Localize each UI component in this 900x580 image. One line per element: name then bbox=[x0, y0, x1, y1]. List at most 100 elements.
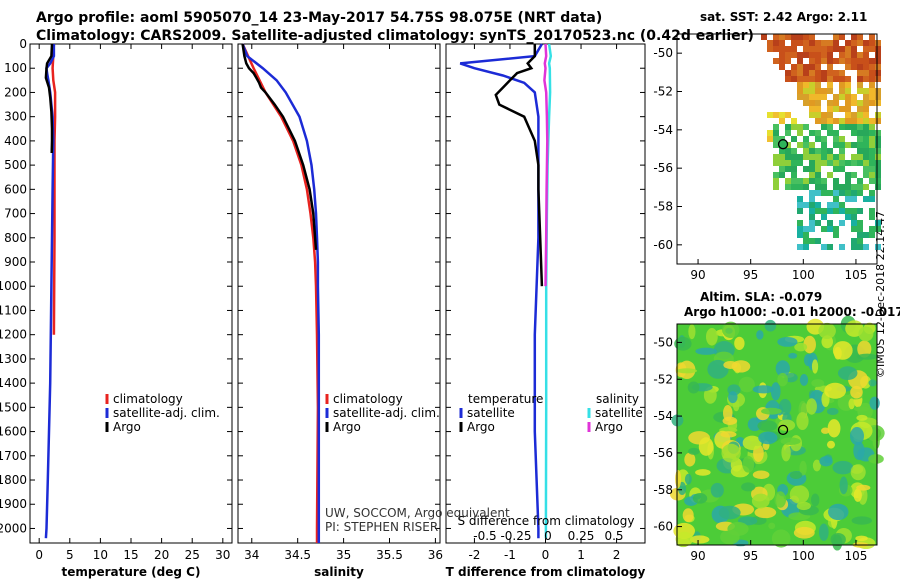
sst-cell bbox=[815, 52, 821, 58]
sst-cell bbox=[785, 112, 791, 118]
sla-blob bbox=[761, 407, 782, 415]
series-line-salinity-argo bbox=[543, 43, 549, 287]
sst-cell bbox=[827, 226, 833, 232]
sst-cell bbox=[809, 76, 815, 82]
sla-blob bbox=[674, 336, 692, 351]
sst-cell bbox=[791, 154, 797, 160]
sst-cell bbox=[785, 178, 791, 184]
sla-blob bbox=[752, 385, 775, 394]
sst-cell bbox=[827, 160, 833, 166]
sst-cell bbox=[809, 112, 815, 118]
sst-cell bbox=[857, 82, 863, 88]
sst-cell bbox=[875, 94, 881, 100]
sla-blob bbox=[830, 532, 846, 547]
x-tick-label: 34.5 bbox=[284, 548, 311, 562]
y-tick-label: 200 bbox=[4, 85, 27, 99]
sst-cell bbox=[785, 184, 791, 190]
sst-cell bbox=[833, 70, 839, 76]
sst-cell bbox=[809, 148, 815, 154]
sst-cell bbox=[827, 244, 833, 250]
map-y-tick-label: -56 bbox=[653, 446, 673, 460]
sst-cell bbox=[869, 94, 875, 100]
sst-cell bbox=[797, 76, 803, 82]
sst-cell bbox=[869, 76, 875, 82]
sst-cell bbox=[797, 220, 803, 226]
sst-cell bbox=[863, 244, 869, 250]
sst-cell bbox=[851, 244, 857, 250]
sst-cell bbox=[875, 172, 881, 178]
sla-blob bbox=[695, 469, 711, 476]
sla-blob bbox=[806, 398, 817, 415]
sst-cell bbox=[863, 100, 869, 106]
sst-cell bbox=[869, 136, 875, 142]
sst-cell bbox=[821, 52, 827, 58]
map-x-tick-label: 100 bbox=[792, 268, 815, 282]
sst-cell bbox=[851, 196, 857, 202]
sst-cell bbox=[833, 76, 839, 82]
sla-blob bbox=[723, 405, 733, 421]
sst-cell bbox=[779, 40, 785, 46]
sla-blob bbox=[752, 470, 770, 479]
sst-cell bbox=[869, 160, 875, 166]
sla-blob bbox=[811, 359, 819, 374]
sla-blob bbox=[675, 469, 682, 489]
sst-cell bbox=[833, 208, 839, 214]
sst-cell bbox=[869, 64, 875, 70]
legend-label: Argo bbox=[113, 420, 141, 434]
sst-cell bbox=[809, 196, 815, 202]
sst-cell bbox=[875, 112, 881, 118]
sst-cell bbox=[863, 52, 869, 58]
sst-cell bbox=[809, 172, 815, 178]
sst-cell bbox=[851, 94, 857, 100]
x-tick-label: 30 bbox=[215, 548, 230, 562]
sst-cell bbox=[803, 94, 809, 100]
sla-blob bbox=[849, 426, 864, 446]
sst-cell bbox=[845, 112, 851, 118]
sst-cell bbox=[779, 136, 785, 142]
sla-blob bbox=[758, 431, 778, 445]
sst-cell bbox=[833, 136, 839, 142]
sst-cell bbox=[797, 58, 803, 64]
legend-label: Argo bbox=[467, 420, 495, 434]
sst-cell bbox=[833, 94, 839, 100]
sst-cell bbox=[869, 166, 875, 172]
sla-blob bbox=[803, 353, 813, 367]
sst-cell bbox=[809, 154, 815, 160]
sst-cell bbox=[821, 226, 827, 232]
sst-cell bbox=[869, 34, 875, 40]
sla-blob bbox=[851, 516, 873, 525]
x-tick-label: 35.5 bbox=[376, 548, 403, 562]
sst-cell bbox=[815, 118, 821, 124]
sst-cell bbox=[839, 70, 845, 76]
y-tick-label: 400 bbox=[4, 134, 27, 148]
sst-cell bbox=[857, 112, 863, 118]
sst-cell bbox=[815, 238, 821, 244]
sst-cell bbox=[809, 166, 815, 172]
sst-cell bbox=[773, 178, 779, 184]
sst-cell bbox=[779, 52, 785, 58]
sst-cell bbox=[803, 166, 809, 172]
sst-cell bbox=[809, 226, 815, 232]
sst-cell bbox=[863, 142, 869, 148]
map-y-tick-label: -54 bbox=[653, 123, 673, 137]
sst-cell bbox=[821, 190, 827, 196]
map-y-tick-label: -52 bbox=[653, 85, 673, 99]
sst-cell bbox=[869, 154, 875, 160]
x-tick-label: 0 bbox=[35, 548, 43, 562]
sst-cell bbox=[791, 178, 797, 184]
sst-cell bbox=[857, 184, 863, 190]
sst-cell bbox=[797, 154, 803, 160]
sst-cell bbox=[857, 106, 863, 112]
sst-cell bbox=[803, 232, 809, 238]
x-axis-label: temperature (deg C) bbox=[62, 565, 201, 579]
sla-blob bbox=[692, 493, 708, 504]
sst-cell bbox=[809, 214, 815, 220]
sst-cell bbox=[791, 40, 797, 46]
sst-cell bbox=[845, 124, 851, 130]
sst-cell bbox=[851, 172, 857, 178]
sst-cell bbox=[845, 76, 851, 82]
legend-label: satellite-adj. clim. bbox=[113, 406, 220, 420]
sst-cell bbox=[803, 64, 809, 70]
sst-cell bbox=[821, 76, 827, 82]
x-tick-label: 35 bbox=[336, 548, 351, 562]
